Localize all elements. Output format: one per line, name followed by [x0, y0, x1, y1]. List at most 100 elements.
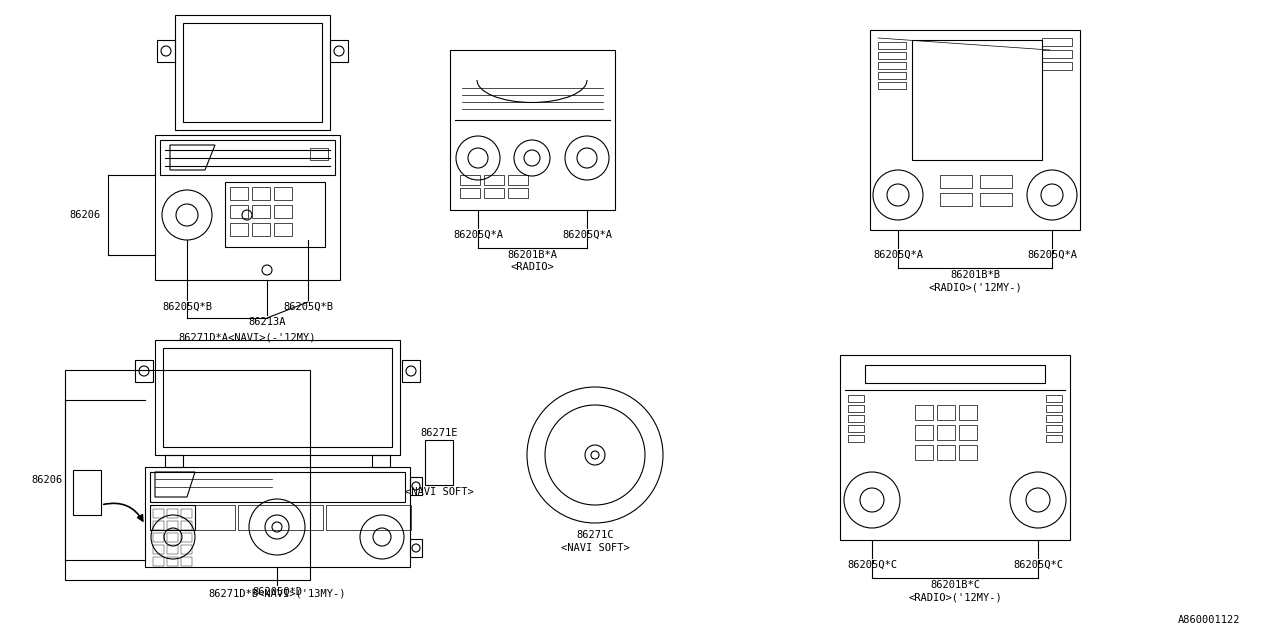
Bar — [252, 205, 270, 218]
Bar — [849, 405, 864, 412]
Bar — [274, 205, 292, 218]
Bar — [65, 370, 310, 580]
Bar — [180, 545, 192, 554]
Bar — [134, 360, 154, 382]
Text: 86201B*B: 86201B*B — [950, 270, 1000, 280]
Bar — [937, 445, 955, 460]
Bar — [175, 15, 330, 130]
Bar — [484, 175, 504, 185]
Bar — [878, 82, 906, 89]
Bar — [937, 405, 955, 420]
Bar — [165, 455, 183, 467]
Bar — [959, 445, 977, 460]
Bar — [145, 467, 410, 567]
Text: 86205Q*B: 86205Q*B — [163, 302, 212, 312]
Bar — [154, 557, 164, 566]
Bar — [878, 62, 906, 69]
Bar — [980, 175, 1012, 188]
Text: <NAVI SOFT>: <NAVI SOFT> — [404, 487, 474, 497]
Text: 86205Q*A: 86205Q*A — [453, 230, 503, 240]
Text: 86205Q*A: 86205Q*A — [562, 230, 612, 240]
Bar — [252, 187, 270, 200]
Text: <RADIO>('12MY-): <RADIO>('12MY-) — [908, 592, 1002, 602]
Bar — [460, 175, 480, 185]
Bar — [425, 440, 453, 485]
Bar — [154, 545, 164, 554]
Bar — [180, 533, 192, 542]
Bar — [155, 135, 340, 280]
Text: A860001122: A860001122 — [1178, 615, 1240, 625]
Text: <RADIO>: <RADIO> — [511, 262, 554, 272]
Bar — [849, 435, 864, 442]
Text: 86206: 86206 — [69, 210, 101, 220]
Bar — [402, 360, 420, 382]
Text: 86271D*A<NAVI>(-'12MY): 86271D*A<NAVI>(-'12MY) — [178, 332, 316, 342]
Bar — [180, 521, 192, 530]
Bar — [840, 355, 1070, 540]
Bar — [157, 40, 175, 62]
Bar — [230, 205, 248, 218]
Bar — [1042, 38, 1073, 46]
Bar — [330, 40, 348, 62]
Text: <RADIO>('12MY-): <RADIO>('12MY-) — [928, 282, 1021, 292]
Bar — [154, 533, 164, 542]
Bar — [166, 521, 178, 530]
Bar — [154, 509, 164, 518]
Text: 86271E: 86271E — [420, 428, 458, 438]
Bar — [166, 545, 178, 554]
Bar — [1046, 415, 1062, 422]
Bar — [508, 188, 529, 198]
Text: 86201B*C: 86201B*C — [931, 580, 980, 590]
Bar — [1046, 405, 1062, 412]
Text: 86205Q*A: 86205Q*A — [873, 250, 923, 260]
Bar — [163, 348, 392, 447]
Bar — [959, 425, 977, 440]
Text: 86205Q*D: 86205Q*D — [252, 587, 302, 597]
Text: 86213A: 86213A — [248, 317, 285, 327]
Bar — [372, 455, 390, 467]
Bar — [230, 187, 248, 200]
Text: 86271D*B<NAVI>('13MY-): 86271D*B<NAVI>('13MY-) — [209, 588, 346, 598]
Bar — [1046, 395, 1062, 402]
Bar — [937, 425, 955, 440]
Bar — [849, 415, 864, 422]
Bar — [1046, 425, 1062, 432]
Bar — [849, 425, 864, 432]
Bar — [150, 472, 404, 502]
Bar — [230, 223, 248, 236]
Bar — [225, 182, 325, 247]
Bar — [166, 509, 178, 518]
Bar — [1046, 435, 1062, 442]
Bar — [849, 395, 864, 402]
Bar — [410, 539, 422, 557]
Bar — [154, 521, 164, 530]
Bar — [73, 470, 101, 515]
Bar — [878, 42, 906, 49]
Bar — [183, 23, 323, 122]
Bar — [166, 557, 178, 566]
Bar — [310, 148, 328, 160]
Bar — [180, 509, 192, 518]
Bar — [326, 505, 411, 530]
Bar — [915, 425, 933, 440]
Bar — [155, 340, 399, 455]
Bar — [410, 477, 422, 495]
Text: <NAVI SOFT>: <NAVI SOFT> — [561, 543, 630, 553]
Bar — [160, 140, 335, 175]
Bar — [238, 505, 323, 530]
Text: 86205Q*C: 86205Q*C — [1012, 560, 1062, 570]
Text: 86205Q*B: 86205Q*B — [283, 302, 333, 312]
Text: 86205Q*C: 86205Q*C — [847, 560, 897, 570]
Bar — [484, 188, 504, 198]
Bar — [1042, 50, 1073, 58]
Bar — [150, 505, 236, 530]
Text: 86271C: 86271C — [576, 530, 613, 540]
Bar — [870, 30, 1080, 230]
Bar — [180, 557, 192, 566]
Bar — [959, 405, 977, 420]
Bar — [915, 405, 933, 420]
Bar — [865, 365, 1044, 383]
Bar — [980, 193, 1012, 206]
Bar — [166, 533, 178, 542]
Bar — [940, 175, 972, 188]
